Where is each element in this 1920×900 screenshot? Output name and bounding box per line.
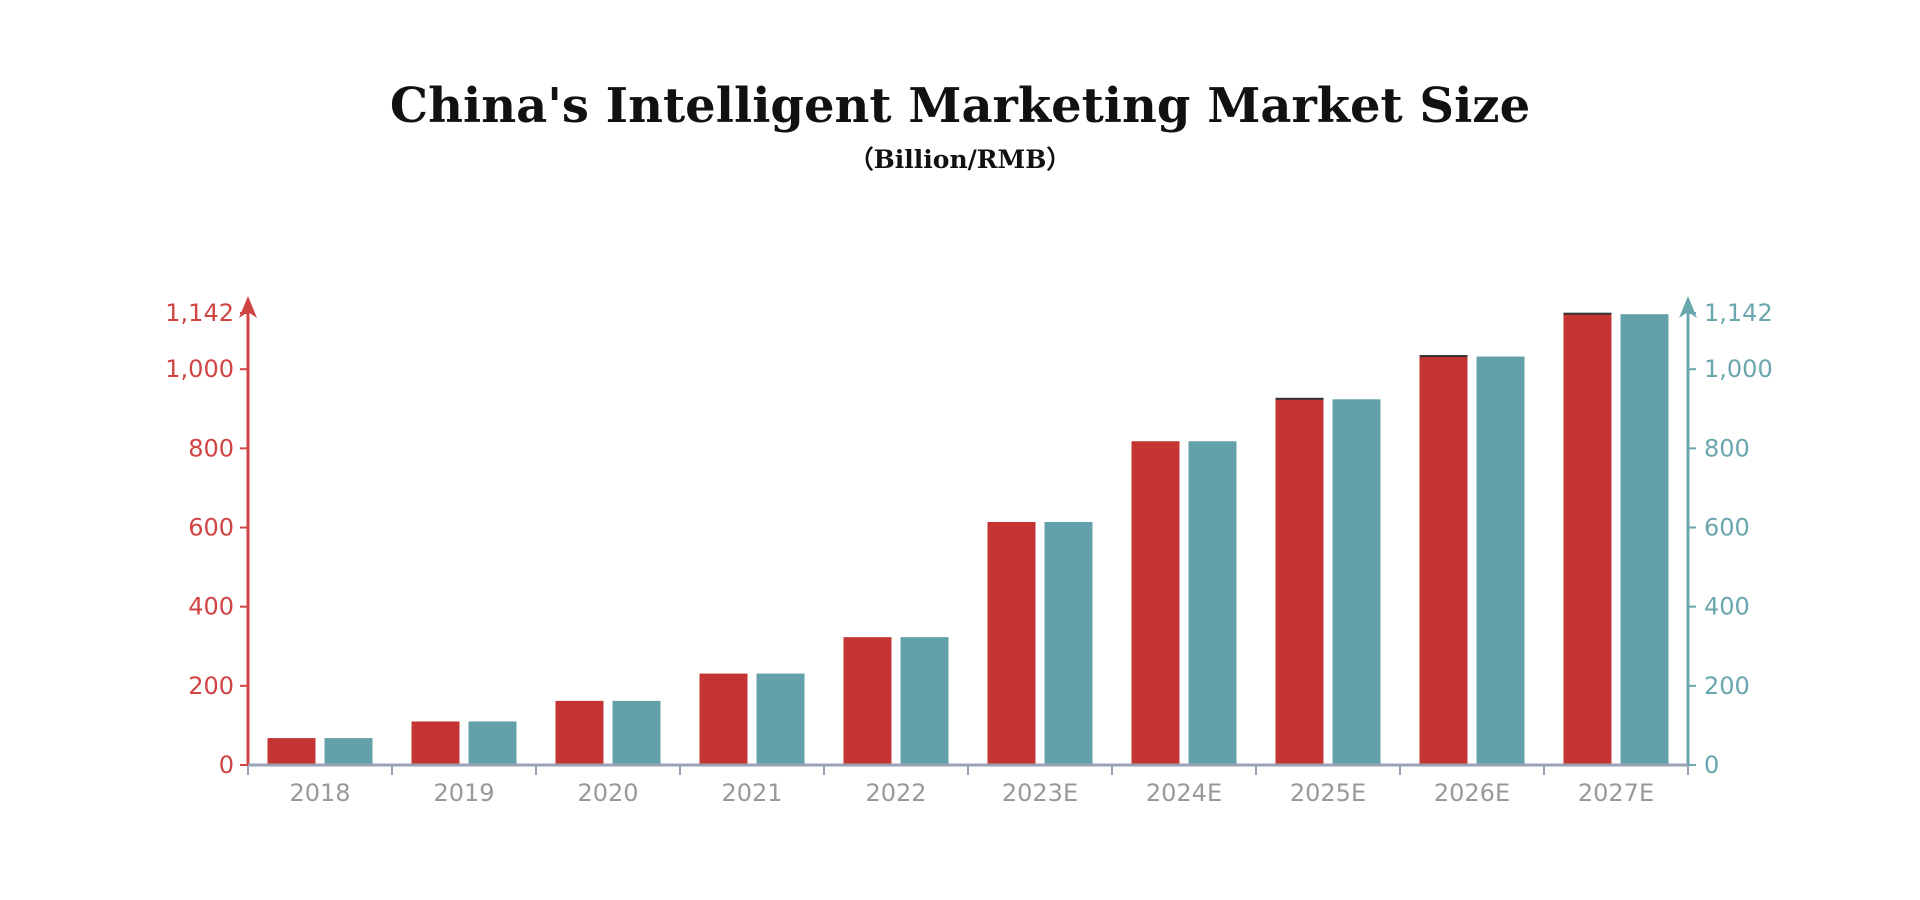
bar-series-2-2026E [1476, 356, 1525, 765]
axes-group [239, 296, 1697, 775]
bar-series-1-2027E [1563, 314, 1612, 765]
bar-series-2-2027E [1620, 314, 1669, 765]
x-tick-label: 2022 [865, 779, 926, 807]
right-tick-label: 1,142 [1704, 299, 1773, 327]
bar-series-2-2024E [1188, 441, 1237, 765]
left-tick-label: 400 [188, 593, 234, 621]
right-tick-label: 600 [1704, 514, 1750, 542]
x-tick-label: 2019 [433, 779, 494, 807]
x-tick-label: 2018 [289, 779, 350, 807]
x-tick-label: 2026E [1434, 779, 1510, 807]
left-tick-label: 0 [219, 751, 234, 779]
bar-series-1-2019 [411, 721, 460, 765]
x-tick-label: 2023E [1002, 779, 1078, 807]
bar-series-2-2023E [1044, 521, 1093, 765]
x-tick-label: 2021 [721, 779, 782, 807]
chart-title: China's Intelligent Marketing Market Siz… [389, 78, 1531, 134]
right-tick-label: 800 [1704, 434, 1750, 462]
bar-series-1-2024E [1131, 441, 1180, 765]
bar-series-1-2020 [555, 700, 604, 765]
chart-subtitle: （Billion/RMB） [848, 145, 1072, 174]
left-tick-label: 600 [188, 514, 234, 542]
x-tick-label: 2020 [577, 779, 638, 807]
bar-cap-2025E [1275, 397, 1324, 400]
left-tick-label: 200 [188, 672, 234, 700]
right-tick-label: 200 [1704, 672, 1750, 700]
bar-cap-2027E [1563, 312, 1612, 315]
right-tick-label: 1,000 [1704, 355, 1773, 383]
bar-series-2-2025E [1332, 399, 1381, 765]
labels-group: 0 0 200 200 400 400 600 600 800 800 1,000 1,000 1,14… [165, 299, 1772, 807]
bar-series-2-2018 [324, 738, 373, 765]
left-tick-label: 1,000 [165, 355, 234, 383]
bar-series-1-2026E [1419, 356, 1468, 765]
bar-series-1-2018 [267, 738, 316, 765]
left-tick-label: 1,142 [165, 299, 234, 327]
bars-group [267, 312, 1669, 765]
bar-cap-2026E [1419, 355, 1468, 358]
bar-series-2-2020 [612, 700, 661, 765]
right-tick-label: 0 [1704, 751, 1719, 779]
x-tick-label: 2024E [1146, 779, 1222, 807]
bar-series-1-2023E [987, 521, 1036, 765]
left-tick-label: 800 [188, 434, 234, 462]
bar-series-1-2022 [843, 637, 892, 765]
bar-series-2-2022 [900, 637, 949, 765]
right-tick-label: 400 [1704, 593, 1750, 621]
bar-series-2-2021 [756, 673, 805, 765]
bar-series-1-2025E [1275, 399, 1324, 765]
x-tick-label: 2025E [1290, 779, 1366, 807]
bar-series-2-2019 [468, 721, 517, 765]
bar-series-1-2021 [699, 673, 748, 765]
x-tick-label: 2027E [1578, 779, 1654, 807]
